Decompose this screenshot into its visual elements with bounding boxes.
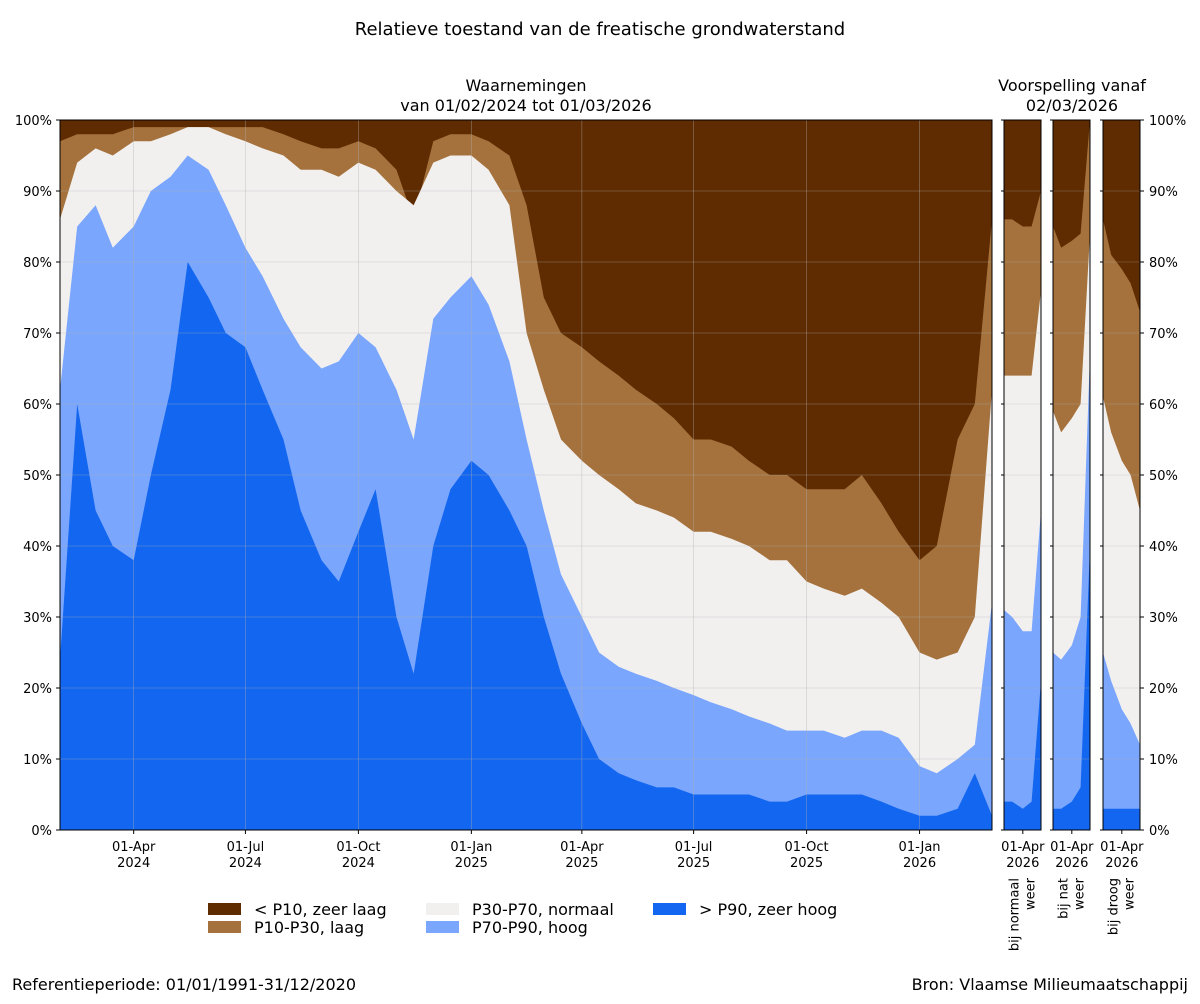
forecast-1-area-0 xyxy=(1053,546,1090,830)
forecast-0-area-1 xyxy=(1004,510,1041,830)
y-tick-label-right: 90% xyxy=(1149,185,1178,200)
legend-swatch xyxy=(426,921,459,933)
footer-reference: Referentieperiode: 01/01/1991-31/12/2020 xyxy=(12,975,356,994)
footer-source: Bron: Vlaamse Milieumaatschappij xyxy=(912,975,1188,994)
forecast-x-tick-label: 2026 xyxy=(1055,856,1088,871)
x-tick-label: 2024 xyxy=(229,856,262,871)
forecast-x-tick-label: 2026 xyxy=(1006,856,1039,871)
y-tick-label-left: 70% xyxy=(23,327,52,342)
legend-label: P10-P30, laag xyxy=(254,918,364,937)
x-tick-label: 01-Jan xyxy=(450,840,492,855)
legend-swatch xyxy=(208,903,241,915)
scenario-label-text: bij nat xyxy=(1057,878,1072,919)
legend-label: P30-P70, normaal xyxy=(472,900,614,919)
forecast-1-area-1 xyxy=(1053,354,1090,830)
forecast-x-tick-label: 01-Apr xyxy=(1100,840,1144,855)
forecast-x-tick-label: 2026 xyxy=(1105,856,1138,871)
y-tick-label-right: 80% xyxy=(1149,256,1178,271)
observed-grid xyxy=(60,120,992,830)
x-tick-label: 01-Jan xyxy=(899,840,941,855)
legend-swatch xyxy=(426,903,459,915)
y-tick-label-left: 90% xyxy=(23,185,52,200)
y-tick-label-right: 70% xyxy=(1149,327,1178,342)
y-tick-label-right: 0% xyxy=(1149,824,1170,839)
x-tick-label: 01-Oct xyxy=(336,840,380,855)
y-tick-label-right: 20% xyxy=(1149,682,1178,697)
y-tick-label-left: 100% xyxy=(15,114,52,129)
y-tick-label-right: 10% xyxy=(1149,753,1178,768)
scenario-label-2: bij droog weer xyxy=(1107,877,1138,935)
chart-title: Relatieve toestand van de freatische gro… xyxy=(355,19,845,40)
y-tick-label-left: 80% xyxy=(23,256,52,271)
x-tick-label: 2024 xyxy=(342,856,375,871)
y-tick-label-left: 40% xyxy=(23,540,52,555)
scenario-label-0: bij normaal weer xyxy=(1008,877,1039,951)
scenario-label-text: weer xyxy=(1024,877,1039,910)
x-tick-label: 01-Apr xyxy=(112,840,156,855)
y-tick-label-left: 10% xyxy=(23,753,52,768)
forecast-2-area-0 xyxy=(1103,808,1140,830)
forecast-x-tick-label: 01-Apr xyxy=(1001,840,1045,855)
y-tick-label-right: 60% xyxy=(1149,398,1178,413)
forecast-panel-title: 02/03/2026 xyxy=(1026,96,1118,115)
x-tick-label: 01-Oct xyxy=(785,840,829,855)
forecast-panel-title: Voorspelling vanaf xyxy=(998,76,1146,95)
observed-panel-title: Waarnemingen xyxy=(466,76,587,95)
legend-label: < P10, zeer laag xyxy=(254,900,387,919)
x-tick-label: 2026 xyxy=(903,856,936,871)
forecast-x-tick-label: 01-Apr xyxy=(1050,840,1094,855)
scenario-label-text: bij droog xyxy=(1107,878,1122,935)
y-tick-label-left: 60% xyxy=(23,398,52,413)
y-tick-label-right: 30% xyxy=(1149,611,1178,626)
x-tick-label: 01-Apr xyxy=(560,840,604,855)
y-tick-label-right: 50% xyxy=(1149,469,1178,484)
forecast-2-area-1 xyxy=(1103,652,1140,830)
legend-swatch xyxy=(653,903,686,915)
scenario-label-text: weer xyxy=(1123,877,1138,910)
forecast-areas-1 xyxy=(1053,120,1090,831)
y-tick-label-left: 20% xyxy=(23,682,52,697)
legend-label: > P90, zeer hoog xyxy=(699,900,837,919)
y-tick-label-right: 100% xyxy=(1149,114,1186,129)
observed-panel-title: van 01/02/2024 tot 01/03/2026 xyxy=(400,96,651,115)
y-tick-label-left: 50% xyxy=(23,469,52,484)
legend-swatch xyxy=(208,921,241,933)
x-tick-label: 2025 xyxy=(455,856,488,871)
scenario-label-text: weer xyxy=(1073,877,1088,910)
forecast-0-area-0 xyxy=(1004,680,1041,830)
y-tick-label-right: 40% xyxy=(1149,540,1178,555)
x-tick-label: 2024 xyxy=(117,856,150,871)
y-tick-label-left: 0% xyxy=(31,824,52,839)
y-tick-label-left: 30% xyxy=(23,611,52,626)
legend-label: P70-P90, hoog xyxy=(472,918,588,937)
x-tick-label: 2025 xyxy=(790,856,823,871)
x-tick-label: 01-Jul xyxy=(227,840,265,855)
forecast-areas-2 xyxy=(1103,120,1140,830)
x-tick-label: 2025 xyxy=(677,856,710,871)
x-tick-label: 01-Jul xyxy=(675,840,713,855)
scenario-label-1: bij nat weer xyxy=(1057,877,1088,919)
forecast-areas-0 xyxy=(1004,120,1041,830)
scenario-label-text: bij normaal xyxy=(1008,878,1023,951)
x-tick-label: 2025 xyxy=(565,856,598,871)
